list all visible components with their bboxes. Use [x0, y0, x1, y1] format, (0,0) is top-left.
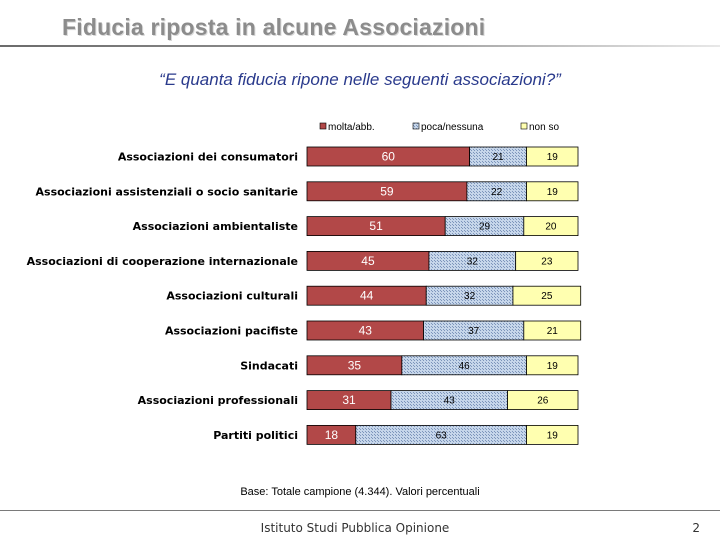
survey-question: “E quanta fiducia ripone nelle seguenti …	[159, 70, 561, 89]
data-label-poca-nessuna: 46	[459, 361, 471, 372]
bar-segment-non-so	[526, 355, 579, 376]
data-label-molta-abb: 43	[359, 324, 373, 338]
bar-segment-non-so	[507, 390, 579, 411]
data-label-molta-abb: 60	[382, 150, 396, 164]
data-label-molta-abb: 45	[361, 254, 375, 268]
bar-plot-area: 60 21 19 59 22 19 51 29 20 45 32 23 44 32 25 43 37 21 35 46…	[306, 146, 582, 445]
data-label-non-so: 21	[547, 326, 559, 337]
category-label: Associazioni dei consumatori	[118, 151, 298, 164]
bar-segment-non-so	[526, 146, 579, 167]
data-label-poca-nessuna: 32	[467, 256, 479, 267]
title-divider	[0, 45, 720, 47]
footer-organization: Istituto Studi Pubblica Opinione	[260, 521, 450, 535]
data-label-poca-nessuna: 32	[464, 291, 476, 302]
category-labels: Associazioni dei consumatori Associazioni…	[27, 151, 298, 442]
page-number: 2	[692, 521, 700, 535]
category-label: Associazioni ambientaliste	[133, 220, 298, 233]
legend-label-non-so: non so	[529, 122, 559, 133]
data-label-poca-nessuna: 43	[444, 396, 456, 407]
base-note: Base: Totale campione (4.344). Valori pe…	[240, 486, 480, 498]
data-label-non-so: 19	[547, 430, 559, 441]
data-label-non-so: 25	[541, 291, 553, 302]
legend-swatch-non-so	[520, 122, 528, 130]
data-label-non-so: 19	[547, 152, 559, 163]
legend-swatch-molta-abb	[319, 122, 327, 130]
data-label-non-so: 19	[547, 187, 559, 198]
data-label-poca-nessuna: 22	[491, 187, 503, 198]
data-label-non-so: 19	[547, 361, 559, 372]
data-label-molta-abb: 31	[342, 393, 356, 407]
category-label: Associazioni professionali	[138, 394, 298, 407]
data-label-molta-abb: 18	[325, 428, 339, 442]
data-label-molta-abb: 35	[348, 358, 362, 372]
data-label-poca-nessuna: 29	[479, 222, 491, 233]
category-label: Associazioni di cooperazione internazion…	[27, 255, 298, 268]
data-label-molta-abb: 51	[369, 219, 383, 233]
category-label: Partiti politici	[213, 429, 298, 442]
bar-segment-non-so	[523, 320, 582, 341]
legend-label-molta-abb: molta/abb.	[328, 122, 375, 133]
chart-legend: molta/abb. poca/nessuna non so	[319, 122, 559, 133]
category-label: Sindacati	[240, 359, 298, 372]
data-label-poca-nessuna: 37	[468, 326, 480, 337]
category-label: Associazioni assistenziali o socio sanit…	[36, 185, 298, 198]
legend-swatch-poca-nessuna	[412, 122, 420, 130]
footer-divider	[0, 510, 720, 511]
data-label-non-so: 23	[541, 256, 553, 267]
bar-segment-non-so	[515, 250, 579, 271]
data-label-poca-nessuna: 21	[492, 152, 504, 163]
bar-segment-non-so	[526, 424, 579, 445]
bar-segment-non-so	[523, 216, 579, 237]
legend-label-poca-nessuna: poca/nessuna	[421, 122, 484, 133]
data-label-molta-abb: 59	[380, 184, 394, 198]
bar-segment-non-so	[526, 181, 579, 202]
data-label-non-so: 20	[545, 222, 557, 233]
category-label: Associazioni culturali	[166, 290, 298, 303]
slide-title: Fiducia riposta in alcune Associazioni	[62, 14, 486, 40]
data-label-poca-nessuna: 63	[436, 430, 448, 441]
bar-segment-non-so	[512, 285, 582, 306]
category-label: Associazioni pacifiste	[165, 325, 298, 338]
data-label-non-so: 26	[537, 396, 549, 407]
data-label-molta-abb: 44	[360, 289, 374, 303]
